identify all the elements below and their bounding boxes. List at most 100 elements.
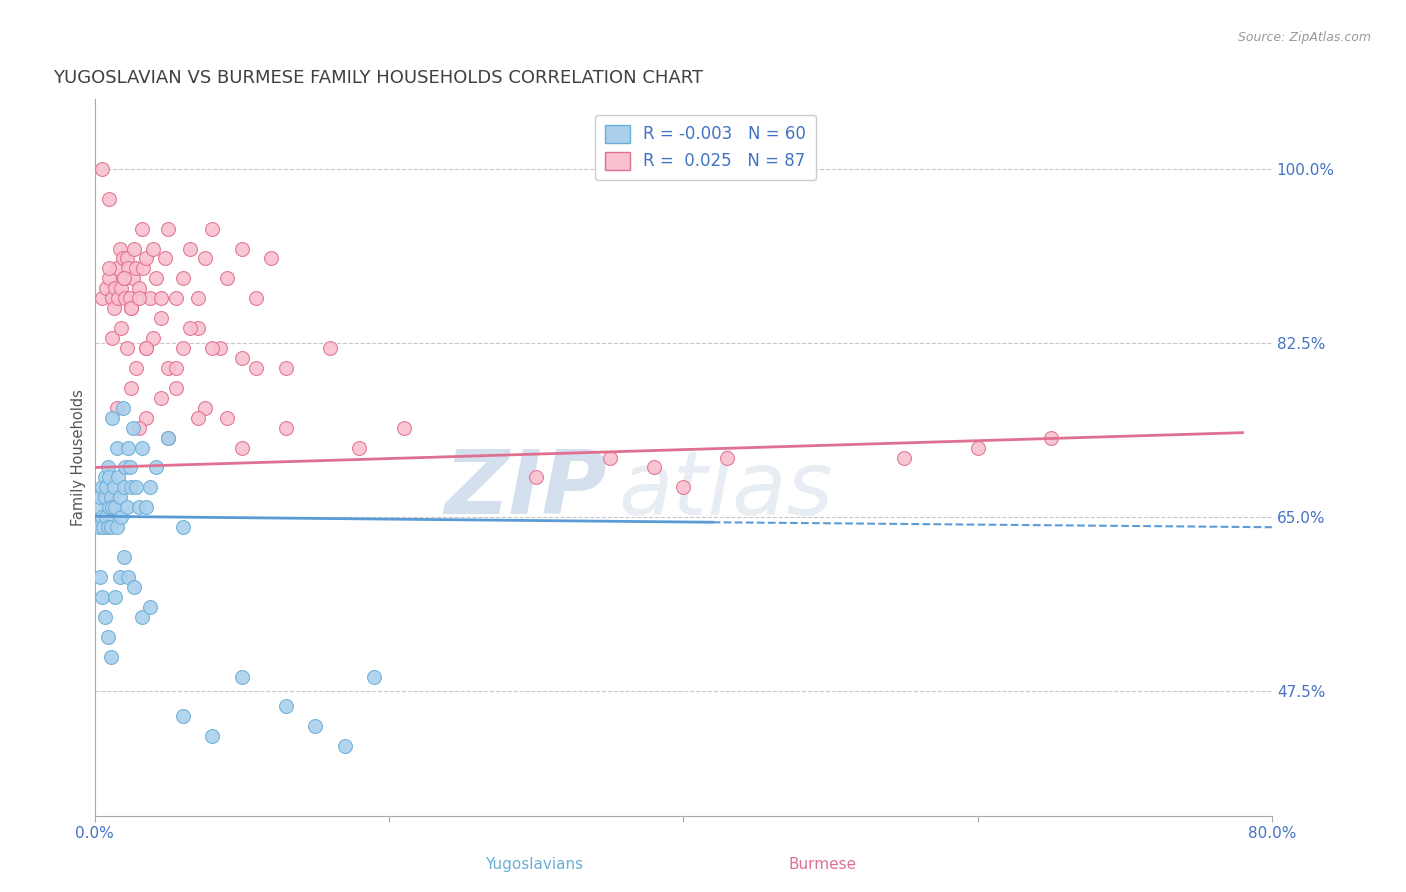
Point — [108, 570, 131, 584]
Point — [128, 291, 150, 305]
Legend: R = -0.003   N = 60, R =  0.025   N = 87: R = -0.003 N = 60, R = 0.025 N = 87 — [595, 115, 815, 180]
Point — [108, 491, 131, 505]
Point — [117, 261, 139, 276]
Point — [112, 550, 135, 565]
Point — [139, 480, 162, 494]
Point — [131, 221, 153, 235]
Point — [101, 291, 124, 305]
Point — [96, 510, 118, 524]
Point — [135, 341, 157, 355]
Point — [94, 491, 117, 505]
Point — [98, 261, 121, 276]
Point — [231, 242, 253, 256]
Point — [231, 441, 253, 455]
Point — [96, 480, 118, 494]
Point — [245, 291, 267, 305]
Point — [120, 301, 142, 316]
Point — [101, 500, 124, 515]
Point — [157, 361, 180, 376]
Point — [110, 510, 132, 524]
Point — [165, 291, 187, 305]
Point — [194, 401, 217, 415]
Point — [672, 480, 695, 494]
Y-axis label: Family Households: Family Households — [72, 389, 86, 526]
Point — [201, 341, 224, 355]
Point — [107, 470, 129, 484]
Point — [187, 410, 209, 425]
Point — [599, 450, 621, 465]
Point — [319, 341, 342, 355]
Point — [165, 381, 187, 395]
Text: atlas: atlas — [619, 447, 834, 533]
Point — [121, 271, 143, 285]
Point — [524, 470, 547, 484]
Point — [149, 391, 172, 405]
Point — [215, 410, 238, 425]
Point — [96, 281, 118, 295]
Point — [98, 192, 121, 206]
Text: ZIP: ZIP — [444, 446, 607, 533]
Point — [97, 520, 120, 534]
Point — [179, 321, 201, 335]
Point — [104, 590, 127, 604]
Point — [108, 242, 131, 256]
Point — [120, 301, 142, 316]
Point — [103, 301, 125, 316]
Point — [893, 450, 915, 465]
Point — [149, 291, 172, 305]
Point — [157, 431, 180, 445]
Point — [111, 252, 134, 266]
Point — [105, 261, 128, 276]
Point — [112, 271, 135, 285]
Point — [125, 261, 148, 276]
Point — [187, 291, 209, 305]
Point — [115, 500, 138, 515]
Point — [716, 450, 738, 465]
Point — [145, 271, 167, 285]
Point — [231, 351, 253, 365]
Point — [90, 480, 112, 494]
Point — [98, 470, 121, 484]
Point — [103, 480, 125, 494]
Point — [90, 161, 112, 176]
Point — [98, 500, 121, 515]
Point — [114, 460, 136, 475]
Point — [966, 441, 988, 455]
Point — [194, 252, 217, 266]
Point — [89, 491, 111, 505]
Point — [392, 420, 415, 434]
Point — [245, 361, 267, 376]
Point — [110, 321, 132, 335]
Point — [86, 500, 108, 515]
Point — [107, 291, 129, 305]
Point — [172, 271, 194, 285]
Point — [274, 420, 297, 434]
Point — [94, 470, 117, 484]
Point — [132, 261, 155, 276]
Point — [101, 331, 124, 345]
Text: Yugoslavians: Yugoslavians — [485, 857, 583, 872]
Point — [114, 291, 136, 305]
Point — [117, 570, 139, 584]
Point — [100, 491, 122, 505]
Point — [349, 441, 371, 455]
Point — [172, 520, 194, 534]
Point — [139, 599, 162, 614]
Point — [139, 291, 162, 305]
Point — [117, 441, 139, 455]
Point — [90, 510, 112, 524]
Point — [165, 361, 187, 376]
Point — [215, 271, 238, 285]
Point — [145, 460, 167, 475]
Point — [274, 699, 297, 714]
Point — [142, 331, 165, 345]
Point — [128, 420, 150, 434]
Point — [97, 630, 120, 644]
Point — [135, 252, 157, 266]
Point — [149, 311, 172, 326]
Point — [135, 341, 157, 355]
Point — [125, 480, 148, 494]
Point — [208, 341, 231, 355]
Point — [125, 361, 148, 376]
Point — [120, 480, 142, 494]
